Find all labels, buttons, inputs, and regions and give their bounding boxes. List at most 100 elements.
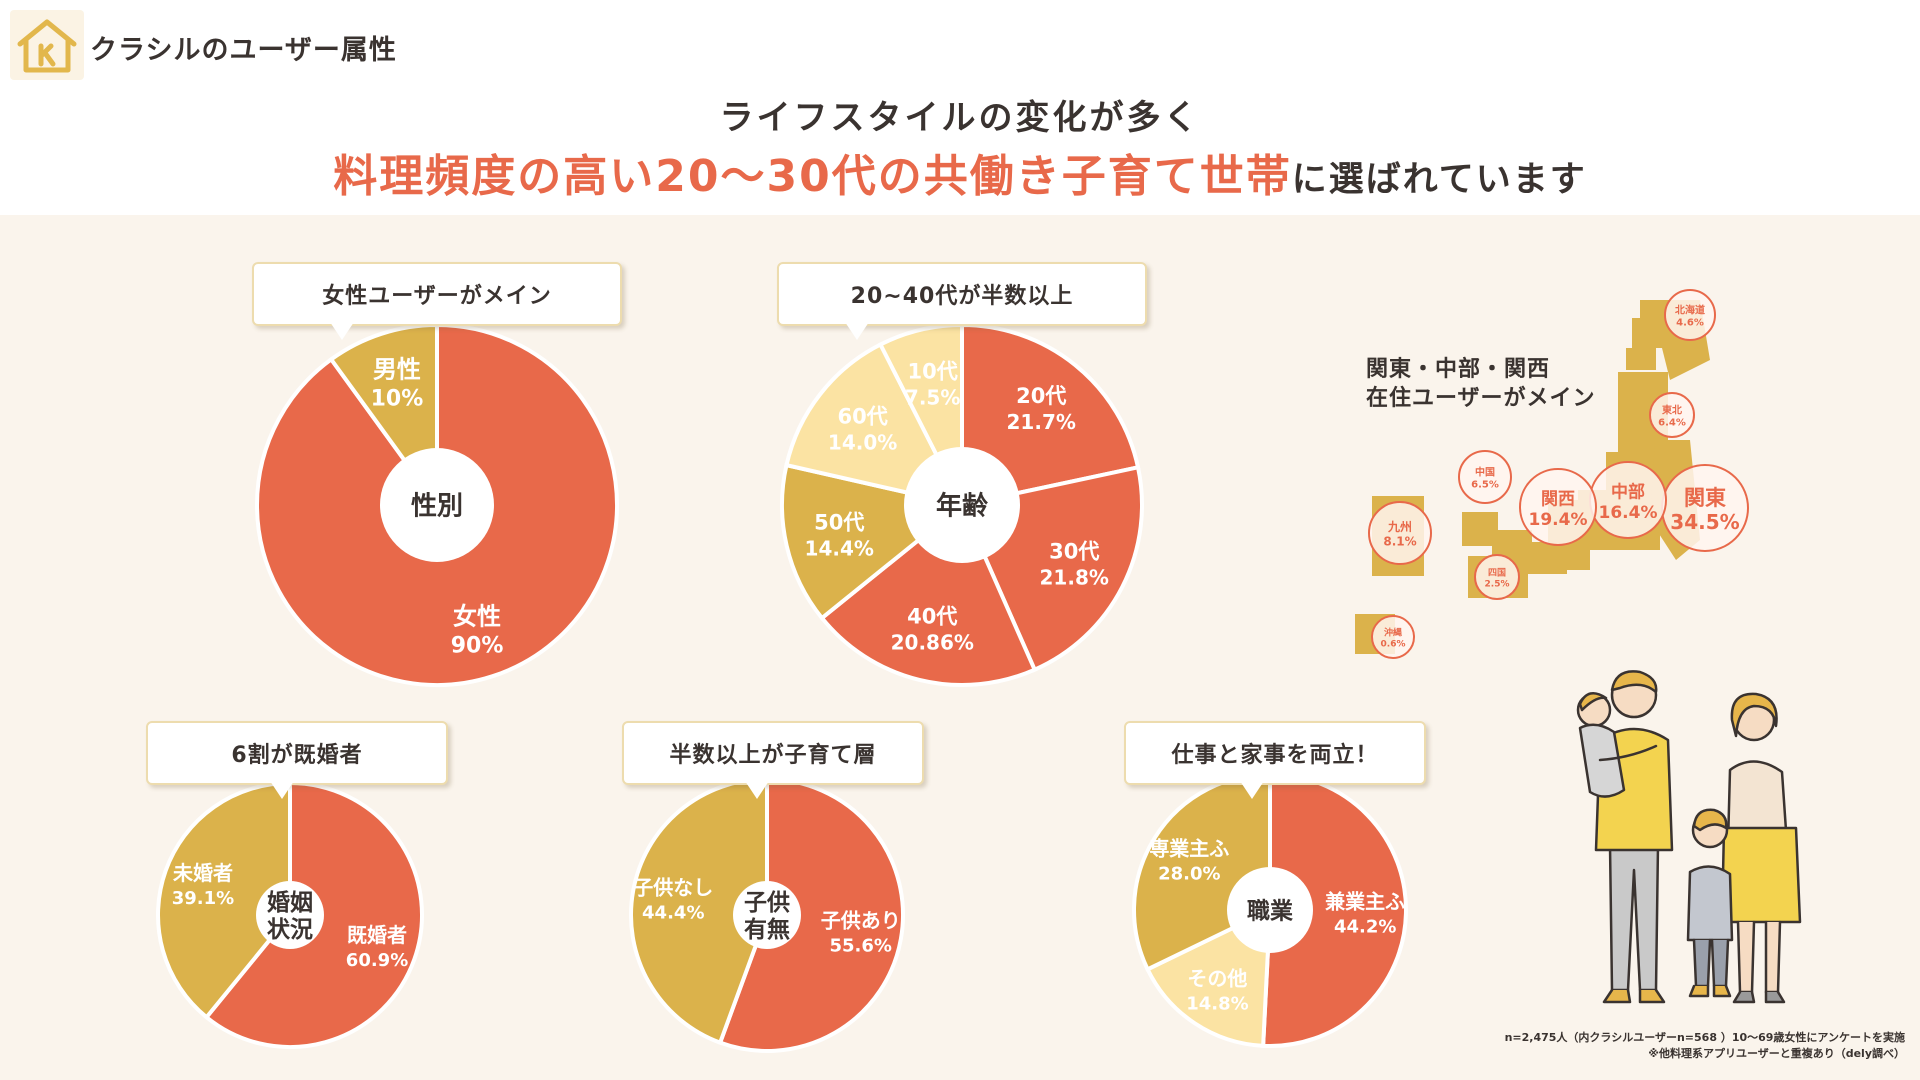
map-region-name: 四国 [1488, 568, 1506, 579]
pie-slice-label: 未婚者 [173, 861, 233, 885]
map-region-marker [1458, 450, 1512, 504]
pie-slice-value: 60.9% [346, 950, 408, 971]
pie-slice-value: 55.6% [830, 936, 892, 957]
pie-center-label: 婚姻 [267, 889, 313, 916]
map-region-6: 四国2.5% [1474, 554, 1520, 600]
map-region-name: 関東 [1684, 486, 1726, 510]
pie-slice-label: 既婚者 [347, 923, 407, 947]
header: クラシルのユーザー属性 ライフスタイルの変化が多く 料理頻度の高い20〜30代の… [0, 0, 1920, 215]
footnote-line1: n=2,475人（内クラシルユーザーn=568 ）10〜69歳女性にアンケートを… [1504, 1031, 1905, 1044]
map-region-value: 16.4% [1599, 503, 1658, 523]
pie-center-label: 子供 [744, 889, 790, 916]
map-region-value: 8.1% [1383, 535, 1416, 549]
map-region-name: 中国 [1475, 466, 1495, 479]
map-caption: 関東・中部・関西 在住ユーザーがメイン [1366, 355, 1596, 413]
pie-slice-label: 専業主ふ [1149, 836, 1229, 860]
pie-slice-children-0 [717, 776, 905, 1053]
map-region-value: 6.4% [1658, 418, 1686, 429]
pie-center-label: 性別 [411, 491, 463, 521]
pie-center-gender [380, 448, 494, 562]
pie-slice-children-1 [629, 776, 769, 1046]
map-region-name: 東北 [1662, 404, 1682, 417]
headline-line1: ライフスタイルの変化が多く [719, 98, 1201, 138]
brand-title: クラシルのユーザー属性 [90, 35, 397, 66]
headline-line2: 料理頻度の高い20〜30代の共働き子育て世帯に選ばれています [0, 140, 1920, 204]
pie-slice-label: 兼業主ふ [1325, 889, 1405, 913]
pie-slice-value: 28.0% [1158, 863, 1220, 884]
pie-chart-gender: 女性 90% 男性 10% 性別 [255, 322, 619, 687]
pie-center-job [1227, 867, 1313, 953]
map-region-value: 34.5% [1670, 510, 1739, 534]
map-region-marker [1649, 392, 1695, 438]
map-region-marker [1371, 615, 1415, 659]
pie-slice-label: その他 [1187, 966, 1247, 990]
map-region-name: 関西 [1541, 489, 1575, 509]
pie-slice-value: 21.8% [1040, 565, 1109, 589]
pie-center-label: 有無 [744, 916, 790, 943]
pie-slice-label: 40代 [907, 604, 957, 628]
pie-slice-value: 14.4% [805, 536, 874, 560]
map-region-marker [1664, 289, 1716, 341]
kurashiru-logo [10, 10, 84, 80]
survey-footnote: n=2,475人（内クラシルユーザーn=568 ）10〜69歳女性にアンケートを… [1505, 1030, 1905, 1062]
pie-slice-label: 60代 [838, 405, 888, 429]
pie-center-marital [256, 881, 324, 949]
callout-job-tail [1240, 781, 1264, 799]
map-region-name: 九州 [1387, 519, 1412, 534]
pie-chart-job: 兼業主ふ 44.2% その他 14.8% 専業主ふ 28.0% 職業 [1132, 771, 1408, 1048]
pie-center-age [904, 447, 1020, 563]
callout-age-tail [845, 322, 869, 340]
map-region-value: 2.5% [1485, 579, 1510, 589]
map-region-marker [1474, 554, 1520, 600]
map-region-5: 中国6.5% [1458, 450, 1512, 504]
map-region-8: 沖縄0.6% [1371, 615, 1415, 659]
pie-slice-value: 21.7% [1007, 410, 1076, 434]
pie-slice-label: 20代 [1016, 384, 1066, 408]
pie-slice-value: 20.86% [891, 630, 974, 654]
pie-slice-label: 男性 [373, 356, 421, 384]
callout-gender: 女性ユーザーがメイン [252, 262, 622, 326]
pie-center-children [733, 881, 801, 949]
map-region-1: 東北6.4% [1649, 392, 1695, 438]
house-k-icon [17, 19, 77, 73]
callout-children-tail [745, 781, 769, 799]
pie-slice-label: 女性 [453, 602, 501, 630]
pie-center-label: 状況 [267, 916, 313, 943]
headline-highlight: 料理頻度の高い20〜30代の共働き子育て世帯 [333, 151, 1292, 202]
pie-slice-value: 14.8% [1186, 993, 1248, 1014]
pie-slice-value: 10% [371, 387, 424, 412]
map-region-name: 中部 [1611, 481, 1645, 502]
map-caption-line2: 在住ユーザーがメイン [1366, 386, 1596, 411]
callout-marital: 6割が既婚者 [146, 721, 448, 785]
map-region-value: 19.4% [1529, 510, 1588, 530]
pie-slice-label: 30代 [1049, 539, 1099, 563]
pie-slice-label: 50代 [814, 510, 864, 534]
pie-center-label: 職業 [1247, 897, 1294, 924]
map-region-7: 九州8.1% [1368, 501, 1432, 565]
map-region-value: 6.5% [1471, 480, 1499, 491]
footnote-line2: ※他料理系アプリユーザーと重複あり（dely調べ） [1648, 1047, 1905, 1060]
pie-slice-value: 44.2% [1334, 916, 1396, 937]
pie-slice-label: 子供あり [821, 909, 901, 933]
map-region-name: 沖縄 [1384, 627, 1402, 639]
pie-slice-marital-1 [156, 780, 292, 1021]
map-region-marker [1368, 501, 1432, 565]
japan-map: 北海道4.6%東北6.4%関東34.5%中部16.4%関西19.4%中国6.5%… [1355, 289, 1749, 659]
pie-slice-label: 子供なし [633, 875, 713, 899]
callout-age: 20~40代が半数以上 [777, 262, 1147, 326]
callout-gender-tail [330, 322, 354, 340]
callout-marital-tail [270, 781, 294, 799]
pie-center-label: 年齢 [936, 490, 989, 521]
pie-slice-job-1 [1144, 906, 1273, 1048]
map-land-8 [1462, 512, 1498, 546]
map-region-value: 0.6% [1381, 639, 1406, 649]
callout-job: 仕事と家事を両立！ [1124, 721, 1426, 785]
